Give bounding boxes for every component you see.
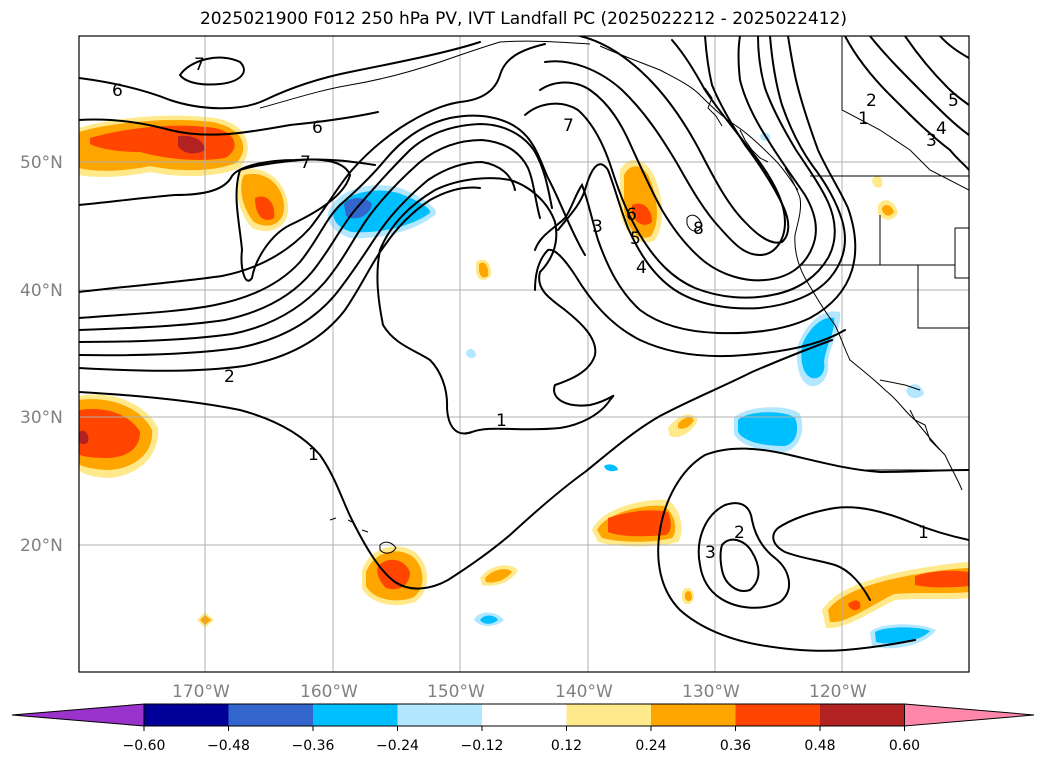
colorbar-swatch — [228, 704, 313, 726]
lon-labels: 170°W 160°W 150°W 140°W 130°W 120°W — [172, 682, 867, 702]
colorbar-tick-label: 0.24 — [635, 738, 666, 754]
map-title: 2025021900 F012 250 hPa PV, IVT Landfall… — [199, 9, 847, 29]
colorbar: −0.60 −0.48 −0.36 −0.24 −0.12 0.12 0.24 … — [11, 703, 1035, 754]
lat-label: 20°N — [20, 536, 63, 556]
lon-label: 130°W — [682, 682, 740, 702]
contour-label: 4 — [636, 258, 647, 278]
colorbar-swatch — [566, 704, 651, 726]
contour-label: 6 — [112, 81, 123, 101]
contour-label: 7 — [194, 55, 205, 75]
lon-label: 160°W — [300, 682, 358, 702]
colorbar-extend-high — [904, 703, 1035, 727]
contour-label: 3 — [705, 543, 716, 563]
colorbar-swatch — [651, 704, 736, 726]
pv-contours — [79, 36, 969, 652]
colorbar-swatch — [820, 704, 905, 726]
colorbar-tick-label: 0.48 — [804, 738, 835, 754]
contour-label: 4 — [936, 119, 947, 139]
contour-label: 1 — [308, 445, 319, 465]
colorbar-tick-label: 0.36 — [720, 738, 751, 754]
colorbar-tick-label: −0.60 — [123, 738, 166, 754]
contour-label: 5 — [630, 229, 641, 249]
plot-frame — [78, 35, 970, 673]
lon-label: 140°W — [555, 682, 613, 702]
colorbar-tick-label: −0.48 — [207, 738, 250, 754]
shade-east-pacific-blue — [734, 407, 803, 452]
contour-label: 8 — [693, 219, 704, 239]
pv-shading — [79, 115, 969, 649]
shade-west-subtropic — [79, 394, 159, 478]
lat-label: 50°N — [20, 153, 63, 173]
colorbar-swatch — [397, 704, 482, 726]
contour-label: 3 — [926, 131, 937, 151]
colorbar-swatch — [144, 704, 229, 726]
contour-label: 6 — [312, 118, 323, 138]
shade-southeast — [822, 562, 969, 649]
contour-labels: 7 6 6 7 7 3 5 4 6 8 2 1 3 4 5 2 1 1 2 3 … — [112, 55, 959, 563]
contour-label: 5 — [948, 91, 959, 111]
lat-labels: 50°N 40°N 30°N 20°N — [20, 153, 63, 556]
contour-label: 2 — [224, 367, 235, 387]
contour-label: 7 — [300, 153, 311, 173]
colorbar-swatch — [313, 704, 398, 726]
lat-label: 40°N — [20, 281, 63, 301]
lon-label: 120°W — [809, 682, 867, 702]
contour-label: 1 — [496, 411, 507, 431]
contour-label: 7 — [563, 116, 574, 136]
colorbar-tick-label: −0.36 — [292, 738, 335, 754]
lat-label: 30°N — [20, 408, 63, 428]
lon-label: 150°W — [427, 682, 485, 702]
colorbar-tick-label: 0.12 — [551, 738, 582, 754]
colorbar-tick-label: 0.60 — [889, 738, 920, 754]
contour-label: 2 — [866, 91, 877, 111]
colorbar-tick-label: −0.24 — [376, 738, 419, 754]
contour-label: 1 — [858, 109, 869, 129]
contour-label: 2 — [734, 523, 745, 543]
contour-label: 6 — [626, 205, 637, 225]
colorbar-extend-low — [11, 703, 145, 727]
colorbar-ticks — [143, 726, 905, 731]
colorbar-tick-label: −0.12 — [461, 738, 504, 754]
colorbar-swatch — [482, 704, 567, 726]
contour-label: 3 — [592, 217, 603, 237]
contour-label: 1 — [918, 523, 929, 543]
lon-label: 170°W — [172, 682, 230, 702]
coastlines — [259, 36, 969, 554]
colorbar-swatch — [735, 704, 820, 726]
shade-california-blue — [796, 311, 841, 387]
